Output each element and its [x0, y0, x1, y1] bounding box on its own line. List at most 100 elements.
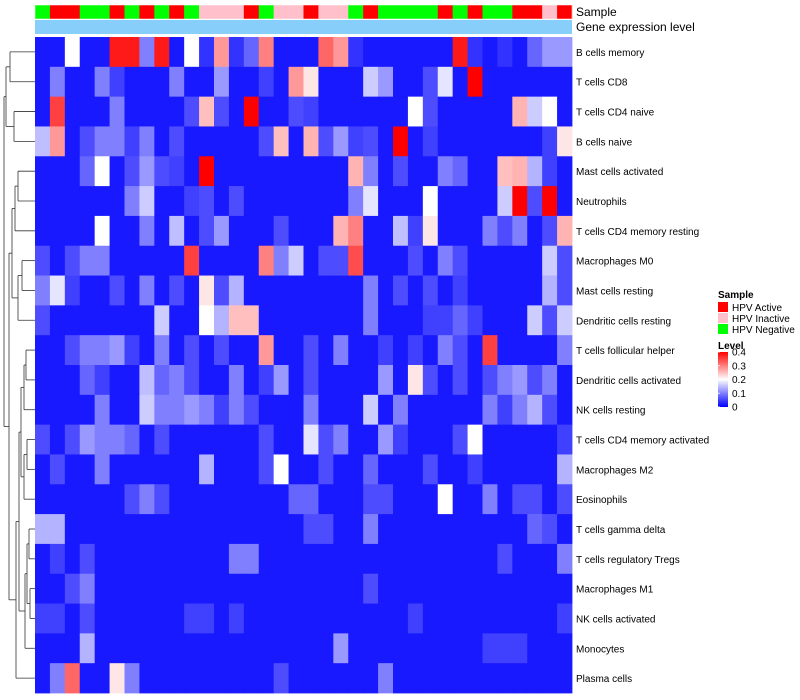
heatmap-cell [64, 603, 81, 634]
heatmap-cell [467, 245, 483, 276]
heatmap-cell [303, 663, 319, 694]
heatmap-cell [199, 275, 215, 306]
heatmap-cell [512, 663, 528, 694]
heatmap-cell [452, 543, 468, 575]
heatmap-cell [303, 37, 319, 68]
heatmap-cell [109, 66, 125, 98]
heatmap-cell [214, 186, 230, 217]
heatmap-cell [482, 633, 498, 664]
heatmap-cell [497, 335, 513, 366]
heatmap-cell [482, 335, 498, 366]
sample-annotation-cell [199, 5, 215, 19]
heatmap-cell [258, 514, 275, 545]
heatmap-cell [169, 275, 185, 306]
heatmap-cell [542, 663, 558, 694]
heatmap-cell [422, 37, 439, 68]
heatmap-cell [288, 573, 304, 604]
heatmap-cell [243, 514, 260, 545]
heatmap-cell [184, 514, 200, 545]
heatmap-cell [169, 66, 185, 98]
heatmap-cell [258, 156, 275, 187]
heatmap-cell [363, 633, 379, 664]
heatmap-cell [214, 484, 230, 515]
heatmap-cell [303, 66, 319, 98]
heatmap-cell [348, 245, 364, 276]
heatmap-cell [467, 156, 483, 187]
heatmap-cell [512, 156, 528, 187]
heatmap-cell [154, 394, 170, 426]
row-label: Mast cells resting [576, 286, 653, 297]
row-label: T cells CD4 memory activated [576, 436, 709, 447]
heatmap-cell [363, 245, 379, 276]
heatmap-cell [124, 484, 140, 515]
row-label: Eosinophils [576, 495, 627, 506]
heatmap-cell [393, 663, 409, 694]
heatmap-cell [333, 603, 349, 634]
sample-annotation-cell [393, 5, 409, 19]
heatmap-cell [273, 37, 289, 68]
heatmap-cell [512, 126, 528, 157]
heatmap-cell [497, 484, 513, 515]
heatmap-cell [437, 245, 454, 276]
heatmap-cell [557, 66, 573, 98]
heatmap-cell [512, 573, 528, 604]
heatmap-cell [363, 37, 379, 68]
heatmap-cell [437, 335, 454, 366]
heatmap-cell [154, 424, 170, 455]
heatmap-cell [527, 126, 543, 157]
heatmap-cell [333, 454, 349, 485]
heatmap-cell [79, 484, 96, 515]
heatmap-cell [542, 66, 558, 98]
heatmap-cell [79, 633, 96, 664]
heatmap-cell [482, 394, 498, 426]
heatmap-cell [94, 275, 110, 306]
heatmap-cell [139, 126, 155, 157]
heatmap-cell [64, 37, 81, 68]
heatmap-cell [393, 245, 409, 276]
heatmap-cell [378, 454, 394, 485]
sample-annotation-cell [228, 5, 245, 19]
heatmap-cell [318, 156, 334, 187]
heatmap-cell [273, 633, 289, 664]
heatmap-cell [64, 96, 81, 127]
heatmap-cell [288, 514, 304, 545]
heatmap-cell [363, 156, 379, 187]
heatmap-cell [437, 663, 454, 694]
sample-annotation-cell [169, 5, 185, 19]
heatmap-cell [333, 633, 349, 664]
heatmap-cell [512, 424, 528, 455]
heatmap-cell [154, 543, 170, 575]
heatmap-cell [258, 365, 275, 396]
heatmap-cell [79, 215, 96, 247]
heatmap-cell [273, 663, 289, 694]
heatmap-cell [273, 424, 289, 455]
heatmap-cell [109, 215, 125, 247]
heatmap-cell [527, 37, 543, 68]
heatmap-cell [228, 275, 245, 306]
sample-annotation-frame [34, 4, 573, 20]
heatmap-cell [452, 394, 468, 426]
heatmap-cell [199, 424, 215, 455]
heatmap-cell [124, 424, 140, 455]
heatmap-cell [348, 424, 364, 455]
heatmap-cell [124, 96, 140, 127]
heatmap-cell [348, 454, 364, 485]
heatmap-cell [378, 156, 394, 187]
heatmap-cell [35, 663, 51, 694]
heatmap-cell [35, 275, 51, 306]
row-label: Macrophages M2 [576, 465, 654, 476]
heatmap-cell [49, 275, 66, 306]
heatmap-cell [228, 335, 245, 366]
heatmap-cell [542, 514, 558, 545]
heatmap-cell [527, 245, 543, 276]
heatmap-cell [243, 394, 260, 426]
heatmap-cell [512, 37, 528, 68]
heatmap-cell [79, 335, 96, 366]
heatmap-cell [184, 424, 200, 455]
heatmap-cell [363, 96, 379, 127]
heatmap-cell [512, 394, 528, 426]
heatmap-cell [437, 424, 454, 455]
heatmap-cell [318, 663, 334, 694]
sample-annotation-cell [497, 5, 513, 19]
heatmap-cell [243, 424, 260, 455]
